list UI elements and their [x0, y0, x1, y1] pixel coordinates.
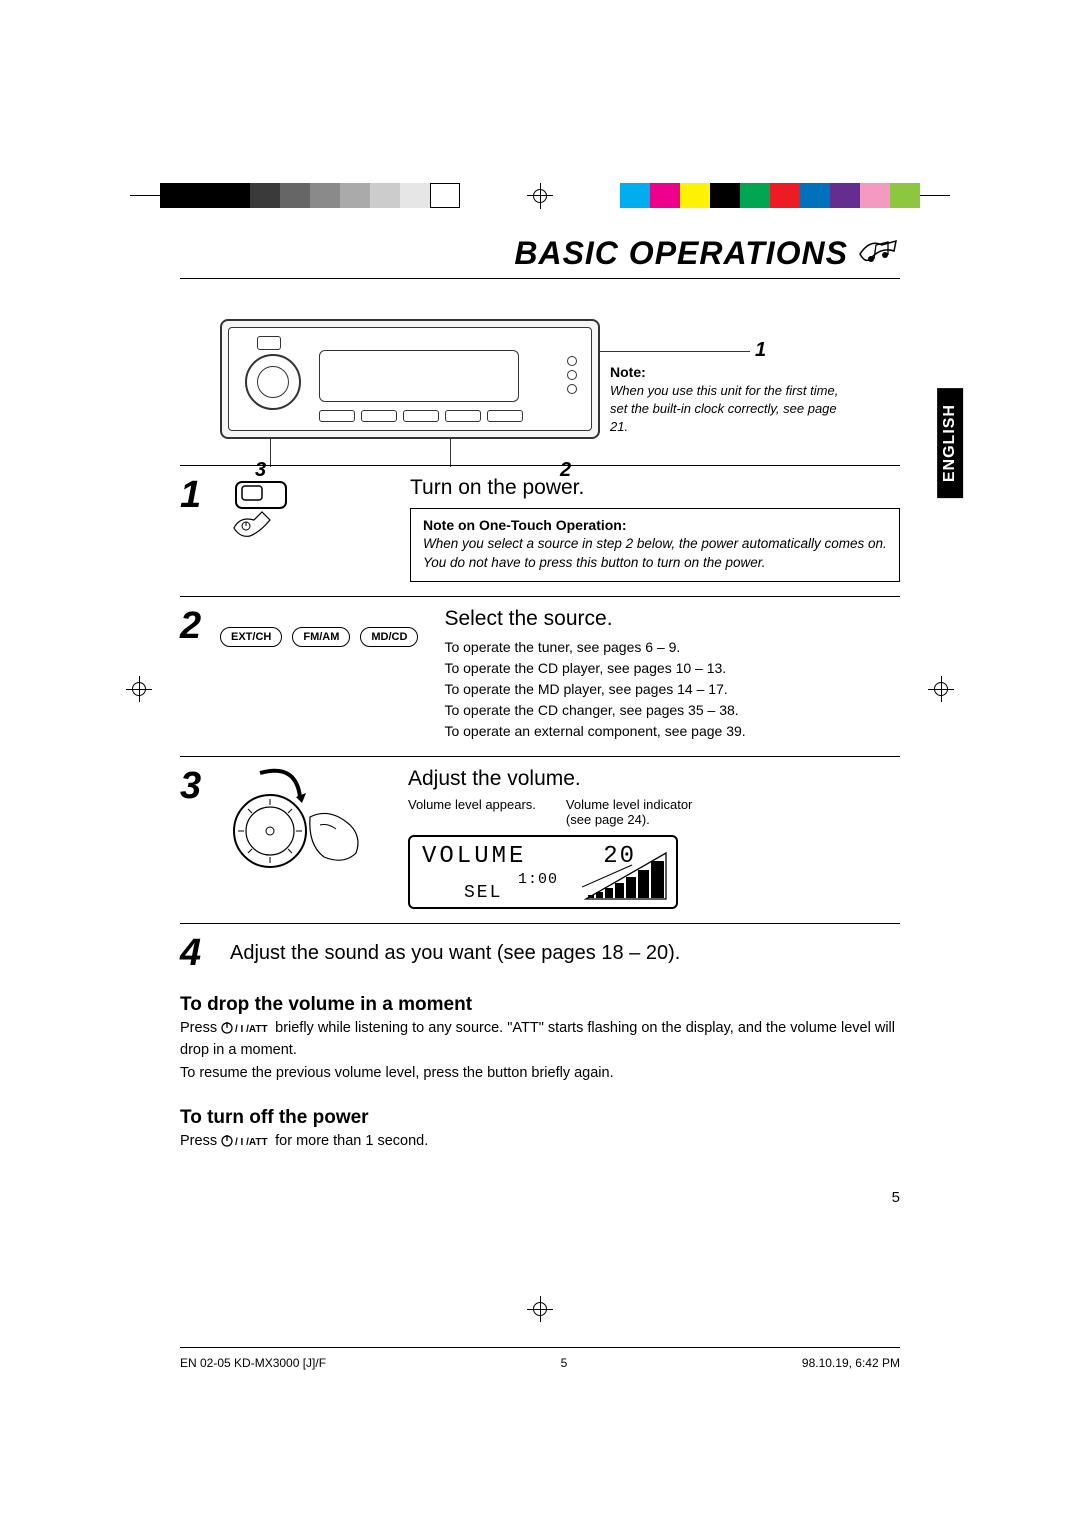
source-line: To operate the MD player, see pages 14 –…	[444, 679, 745, 700]
footer-left: EN 02-05 KD-MX3000 [J]/F	[180, 1356, 326, 1370]
step-number: 1	[180, 476, 220, 514]
power-att-icon: / I /ATT	[221, 1021, 271, 1035]
fm-am-button: FM/AM	[292, 627, 350, 647]
page-number: 5	[180, 1189, 900, 1206]
note-heading: Note:	[610, 364, 855, 380]
note-box-heading: Note on One-Touch Operation:	[423, 517, 887, 533]
music-note-icon	[858, 237, 900, 271]
md-cd-button: MD/CD	[360, 627, 418, 647]
volume-caption-right: Volume level indicator (see page 24).	[566, 797, 716, 827]
turn-off-heading: To turn off the power	[180, 1107, 900, 1129]
step-4: 4 Adjust the sound as you want (see page…	[180, 923, 900, 972]
footer-info: EN 02-05 KD-MX3000 [J]/F 5 98.10.19, 6:4…	[180, 1356, 900, 1370]
lcd-display: VOLUME 20 1:00 SEL	[408, 835, 678, 909]
svg-text:/ I /ATT: / I /ATT	[235, 1137, 268, 1148]
step-title: Adjust the volume.	[408, 767, 900, 791]
step-2: 2 EXT/CH FM/AM MD/CD Select the source. …	[180, 596, 900, 742]
footer-right: 98.10.19, 6:42 PM	[802, 1356, 900, 1370]
lcd-clock: 1:00	[518, 871, 558, 888]
first-time-note: Note: When you use this unit for the fir…	[610, 364, 855, 437]
drop-volume-heading: To drop the volume in a moment	[180, 994, 900, 1016]
unit-diagram	[220, 319, 600, 439]
drop-volume-para-2: To resume the previous volume level, pre…	[180, 1063, 900, 1085]
section-title-row: BASIC OPERATIONS	[180, 235, 900, 279]
page-title: BASIC OPERATIONS	[514, 235, 848, 272]
lcd-volume-label: VOLUME	[422, 843, 526, 870]
source-buttons: EXT/CH FM/AM MD/CD	[220, 627, 418, 647]
volume-caption-left: Volume level appears.	[408, 797, 536, 827]
drop-volume-para-1: Press / I /ATT briefly while listening t…	[180, 1018, 900, 1062]
step-title: Turn on the power.	[410, 476, 900, 500]
diagram-callout-1: 1	[755, 339, 766, 362]
source-line: To operate the CD player, see pages 10 –…	[444, 658, 745, 679]
note-text: When you use this unit for the first tim…	[610, 382, 855, 437]
turn-off-para: Press / I /ATT for more than 1 second.	[180, 1131, 900, 1153]
registration-mark-left	[130, 680, 148, 698]
lcd-sel: SEL	[464, 883, 502, 903]
one-touch-note: Note on One-Touch Operation: When you se…	[410, 508, 900, 582]
source-line: To operate the CD changer, see pages 35 …	[444, 700, 745, 721]
volume-knob-illustration	[220, 767, 382, 882]
step-title: Select the source.	[444, 607, 745, 631]
step-3: 3	[180, 756, 900, 909]
footer-center: 5	[561, 1356, 568, 1370]
registration-mark-right	[932, 680, 950, 698]
step-title: Adjust the sound as you want (see pages …	[230, 942, 900, 965]
registration-mark-bottom	[531, 1300, 549, 1318]
step-1: 1 Turn on the power. Note on One-Touch O…	[180, 465, 900, 582]
step-number: 2	[180, 607, 220, 645]
note-box-text: When you select a source in step 2 below…	[423, 535, 887, 573]
power-att-icon: / I /ATT	[221, 1134, 271, 1148]
power-button-illustration	[230, 476, 400, 547]
step-number: 3	[180, 767, 220, 805]
source-line: To operate an external component, see pa…	[444, 721, 745, 742]
language-tab: ENGLISH	[937, 388, 963, 498]
volume-level-bars-icon	[582, 847, 670, 903]
ext-ch-button: EXT/CH	[220, 627, 282, 647]
unit-diagram-wrap: 1 2 3 Note: When you use this unit for t…	[180, 319, 900, 439]
svg-text:/ I /ATT: / I /ATT	[235, 1024, 268, 1035]
source-line: To operate the tuner, see pages 6 – 9.	[444, 637, 745, 658]
step-number: 4	[180, 934, 220, 972]
footer-divider	[180, 1347, 900, 1348]
